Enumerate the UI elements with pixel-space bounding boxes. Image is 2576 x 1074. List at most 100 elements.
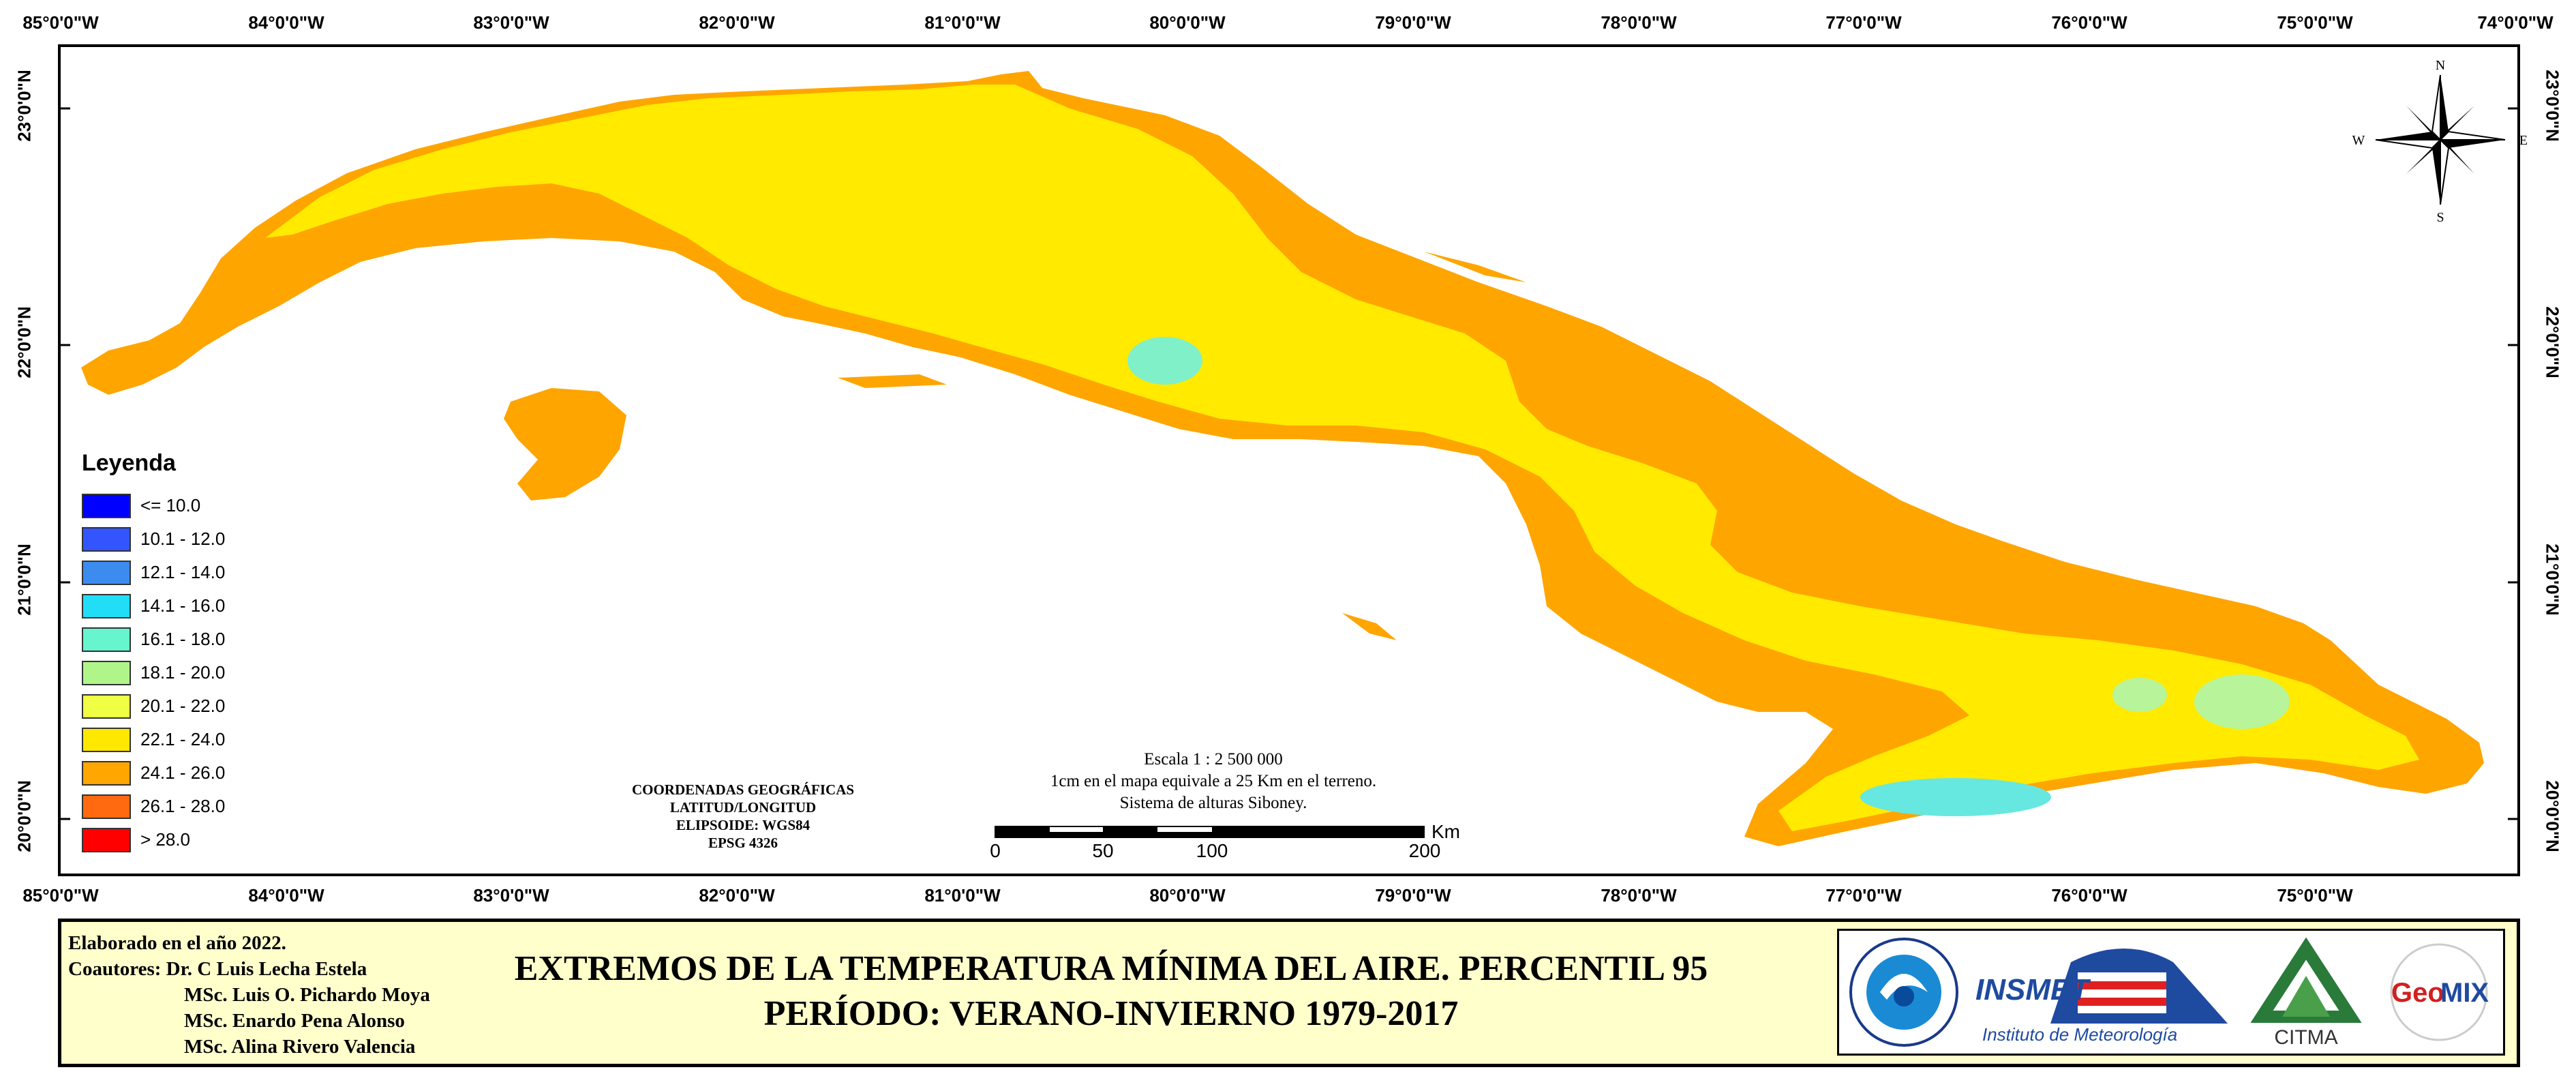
legend-label: 26.1 - 28.0 bbox=[140, 796, 226, 816]
lon-tick-label: 81°0'0"W bbox=[924, 885, 1001, 906]
compass-s: S bbox=[2436, 210, 2444, 225]
lon-tick-label: 77°0'0"W bbox=[1825, 885, 1902, 906]
lon-tick-label: 79°0'0"W bbox=[1375, 885, 1451, 906]
legend-label: 16.1 - 18.0 bbox=[140, 629, 226, 649]
legend-swatch bbox=[82, 593, 131, 618]
footer-panel: Elaborado en el año 2022. Coautores: Dr.… bbox=[58, 919, 2520, 1067]
lon-tick-label: 85°0'0"W bbox=[22, 885, 99, 906]
insmet-subtitle: Instituto de Meteorología bbox=[1982, 1024, 2177, 1045]
legend-swatch bbox=[82, 560, 131, 585]
legend-swatch bbox=[82, 794, 131, 819]
lon-tick-label: 78°0'0"W bbox=[1601, 12, 1677, 33]
lat-tick-label: 20°0'0"N bbox=[14, 780, 35, 852]
lon-tick-label: 83°0'0"W bbox=[473, 885, 549, 906]
legend-item: 26.1 - 28.0 bbox=[82, 790, 225, 823]
highland-spot bbox=[2112, 678, 2167, 712]
legend-item: 18.1 - 20.0 bbox=[82, 656, 225, 689]
legend-swatch bbox=[82, 660, 131, 685]
lat-tick-label: 23°0'0"N bbox=[2542, 70, 2563, 142]
geomix-name-b: MIX bbox=[2440, 978, 2489, 1008]
coords-line: ELIPSOIDE: WGS84 bbox=[676, 817, 810, 833]
legend-swatch bbox=[82, 493, 131, 518]
legend-label: 24.1 - 26.0 bbox=[140, 762, 226, 783]
lon-tick-label: 76°0'0"W bbox=[2051, 12, 2127, 33]
credit-line: MSc. Enardo Pena Alonso bbox=[184, 1010, 405, 1032]
lat-tick-label: 22°0'0"N bbox=[14, 306, 35, 378]
lon-tick-label: 79°0'0"W bbox=[1375, 12, 1451, 33]
legend-label: <= 10.0 bbox=[140, 495, 201, 516]
lon-tick-label: 85°0'0"W bbox=[22, 12, 99, 33]
legend-item: 20.1 - 22.0 bbox=[82, 689, 225, 723]
legend-label: 20.1 - 22.0 bbox=[140, 696, 226, 716]
credits: Elaborado en el año 2022. Coautores: Dr.… bbox=[68, 930, 430, 1060]
coordinate-system-note: COORDENADAS GEOGRÁFICAS LATITUD/LONGITUD… bbox=[613, 781, 873, 852]
lat-tick-label: 21°0'0"N bbox=[14, 543, 35, 616]
lon-tick-label: 75°0'0"W bbox=[2277, 12, 2353, 33]
credit-line: Elaborado en el año 2022. bbox=[68, 932, 286, 954]
lon-tick-label: 75°0'0"W bbox=[2277, 885, 2353, 906]
lon-tick-label: 81°0'0"W bbox=[924, 12, 1001, 33]
credit-line: Coautores: Dr. C Luis Lecha Estela bbox=[68, 958, 367, 980]
credit-line: MSc. Alina Rivero Valencia bbox=[184, 1036, 416, 1058]
compass-w: W bbox=[2352, 133, 2365, 148]
legend-item: 22.1 - 24.0 bbox=[82, 723, 225, 756]
scale-ratio: Escala 1 : 2 500 000 bbox=[1144, 750, 1283, 769]
lon-tick-label: 76°0'0"W bbox=[2051, 885, 2127, 906]
lon-tick-label: 83°0'0"W bbox=[473, 12, 549, 33]
legend-label: 18.1 - 20.0 bbox=[140, 662, 226, 683]
cuba-interior-22-24 bbox=[265, 85, 2419, 831]
legend-label: 14.1 - 16.0 bbox=[140, 595, 226, 616]
lon-tick-label: 80°0'0"W bbox=[1149, 12, 1226, 33]
scale-label: 100 bbox=[1196, 840, 1228, 861]
legend-swatch bbox=[82, 827, 131, 852]
coords-line: LATITUD/LONGITUD bbox=[669, 799, 817, 816]
scale-bar bbox=[995, 826, 1425, 838]
coords-line: COORDENADAS GEOGRÁFICAS bbox=[631, 781, 855, 798]
insmet-logo: INSMET Instituto de Meteorología bbox=[1975, 949, 2228, 1045]
compass-e: E bbox=[2519, 133, 2528, 148]
lat-tick-label: 21°0'0"N bbox=[2542, 543, 2563, 616]
lon-tick-label: 84°0'0"W bbox=[248, 885, 324, 906]
legend-label: 22.1 - 24.0 bbox=[140, 729, 226, 749]
map-title: EXTREMOS DE LA TEMPERATURA MÍNIMA DEL AI… bbox=[470, 946, 1752, 1036]
isla-juventud bbox=[504, 388, 626, 501]
legend-swatch bbox=[82, 760, 131, 786]
legend-title: Leyenda bbox=[82, 450, 176, 476]
legend-item: 10.1 - 12.0 bbox=[82, 522, 225, 556]
lon-tick-label: 84°0'0"W bbox=[248, 12, 324, 33]
lon-tick-label: 80°0'0"W bbox=[1149, 885, 1226, 906]
legend-label: 12.1 - 14.0 bbox=[140, 562, 226, 582]
highland-spot bbox=[2194, 674, 2290, 729]
map-title-line: EXTREMOS DE LA TEMPERATURA MÍNIMA DEL AI… bbox=[514, 949, 1708, 988]
compass-n: N bbox=[2436, 58, 2445, 73]
lat-tick-label: 23°0'0"N bbox=[14, 70, 35, 142]
map-title-line: PERÍODO: VERANO-INVIERNO 1979-2017 bbox=[763, 994, 1459, 1033]
legend-item: 14.1 - 16.0 bbox=[82, 589, 225, 623]
legend-swatch bbox=[82, 727, 131, 752]
lon-tick-label: 77°0'0"W bbox=[1825, 12, 1902, 33]
coords-line: EPSG 4326 bbox=[708, 835, 778, 851]
lon-tick-label: 82°0'0"W bbox=[699, 12, 775, 33]
scale-label: 50 bbox=[1092, 840, 1114, 861]
legend-swatch bbox=[82, 526, 131, 552]
graticule-ticks bbox=[61, 107, 2517, 820]
credit-line: MSc. Luis O. Pichardo Moya bbox=[184, 984, 430, 1006]
geomix-logo: Geo MIX bbox=[2390, 943, 2489, 1041]
citma-logo: CITMA bbox=[2250, 937, 2362, 1049]
map-frame bbox=[58, 44, 2520, 876]
legend: Leyenda <= 10.0 10.1 - 12.0 12.1 - 14.0 … bbox=[82, 450, 225, 856]
cays bbox=[838, 252, 1526, 640]
citma-name: CITMA bbox=[2274, 1026, 2337, 1049]
insmet-name: INSMET bbox=[1975, 973, 2091, 1006]
scale-label: 0 bbox=[990, 840, 1001, 861]
compass-rose-icon: N S E W bbox=[2352, 58, 2528, 225]
legend-item: <= 10.0 bbox=[82, 489, 225, 522]
map-canvas bbox=[61, 71, 2517, 846]
geomix-name-a: Geo bbox=[2391, 978, 2444, 1008]
legend-item: 12.1 - 14.0 bbox=[82, 556, 225, 589]
highland-spot bbox=[1860, 778, 2051, 816]
legend-item: > 28.0 bbox=[82, 823, 225, 856]
legend-label: > 28.0 bbox=[140, 829, 191, 850]
scale-equivalence: 1cm en el mapa equivale a 25 Km en el te… bbox=[1050, 772, 1377, 790]
scale-unit: Km bbox=[1431, 821, 1460, 842]
